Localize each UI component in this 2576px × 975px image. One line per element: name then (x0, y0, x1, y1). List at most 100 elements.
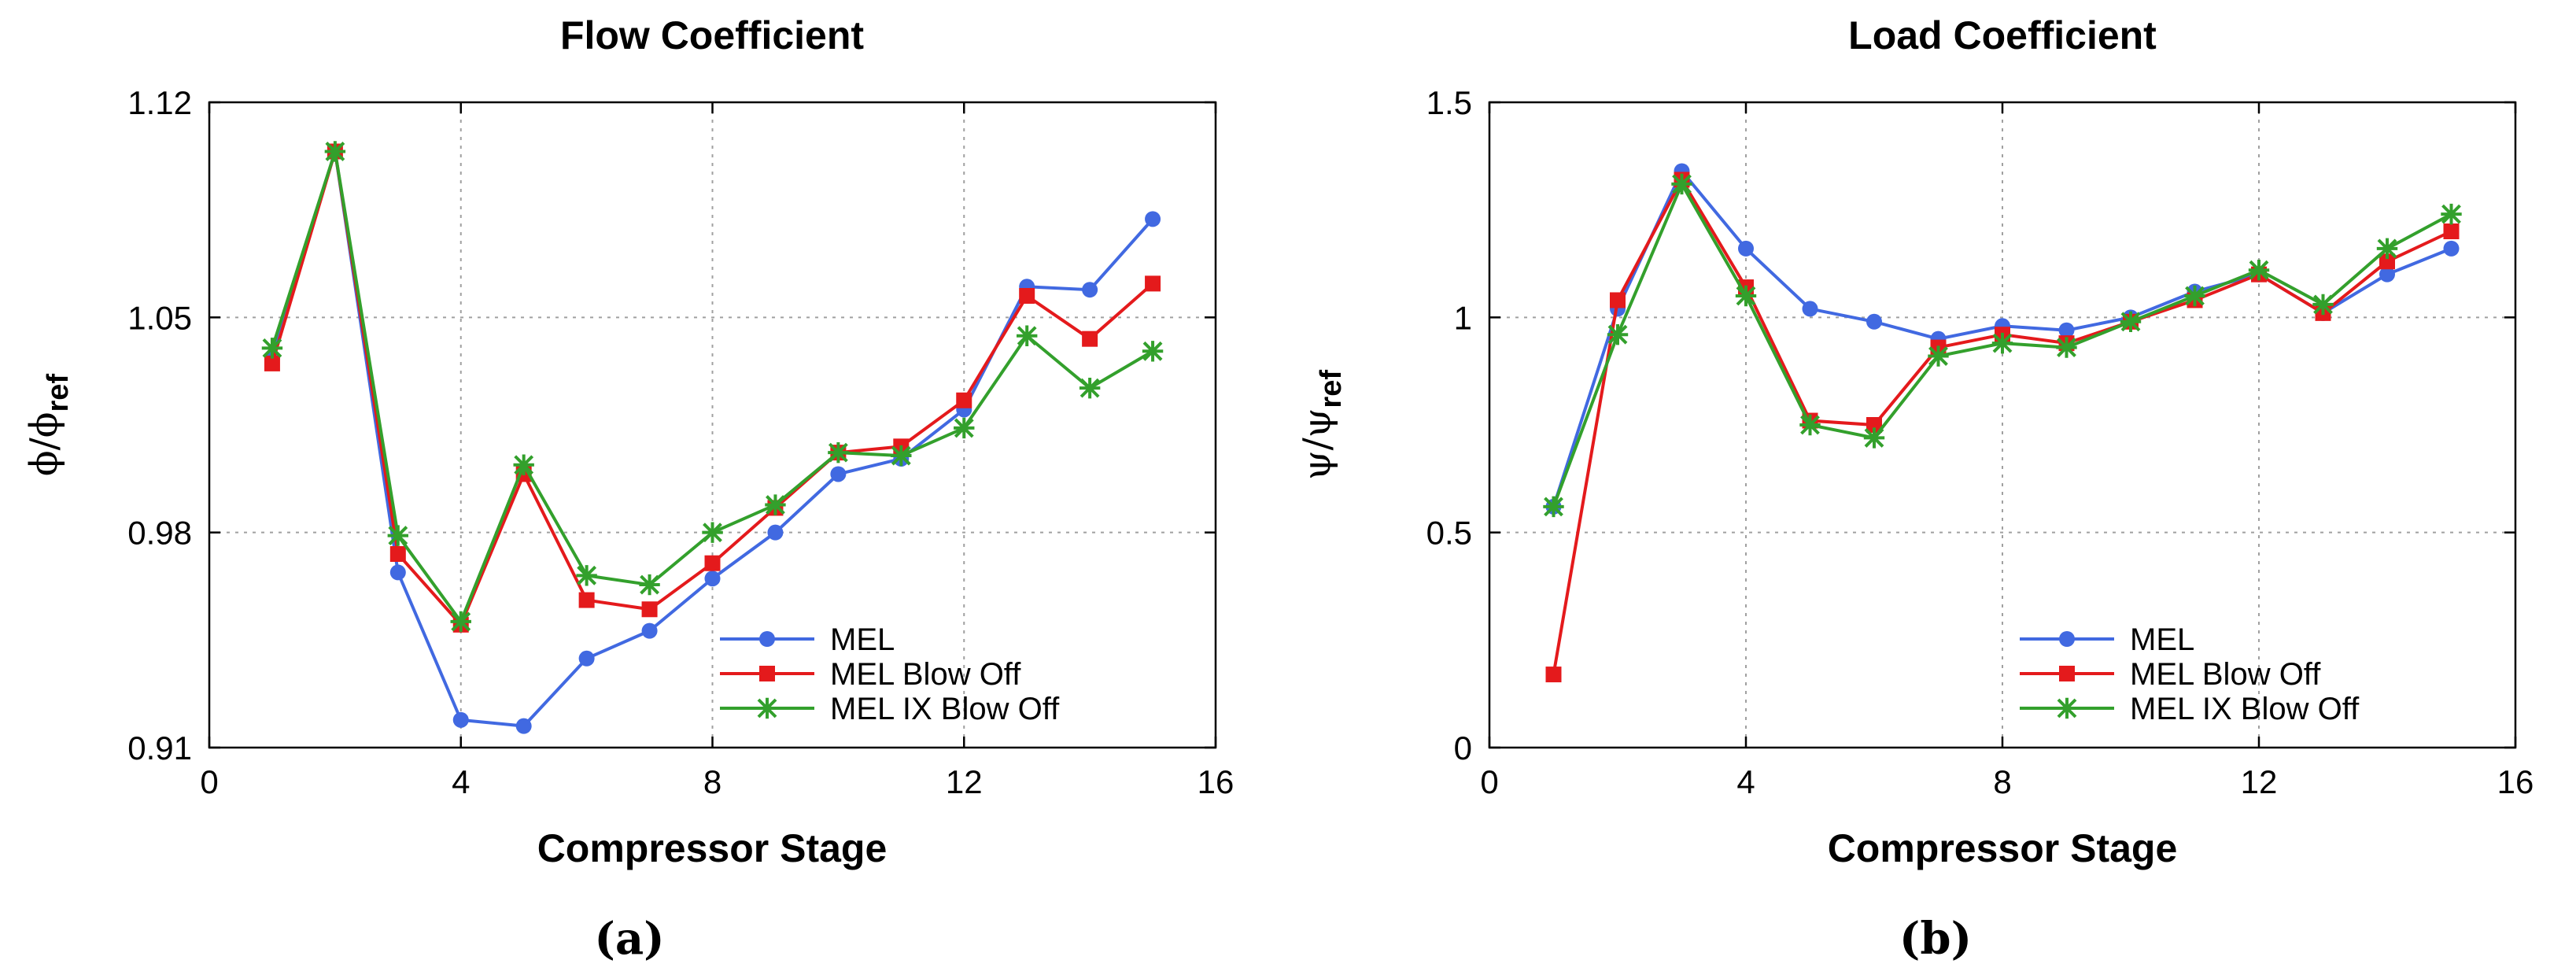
y-tick-label: 0 (1454, 729, 1472, 766)
data-point (1991, 332, 2013, 354)
data-point (2376, 238, 2398, 260)
data-point (1799, 414, 1821, 436)
x-tick-label: 4 (452, 763, 470, 800)
data-point (387, 525, 409, 546)
data-point (1610, 292, 1626, 308)
data-point (2441, 203, 2462, 225)
data-point (1145, 211, 1161, 227)
legend-label: MEL (830, 622, 895, 657)
y-tick-label: 1 (1454, 299, 1472, 336)
legend-marker (2059, 631, 2075, 647)
series-line (1552, 176, 2452, 675)
y-axis-label-subscript: ref (1315, 370, 1348, 408)
data-point (1735, 285, 1757, 307)
chart-load-coefficient: 0 4 8 12 16 0 0.5 1 1.5 Load Coefficient Compresso… (1295, 13, 2534, 965)
data-point (828, 441, 849, 463)
legend-label: MEL Blow Off (2130, 657, 2321, 692)
chart-title: Load Coefficient (1848, 13, 2157, 57)
data-point (704, 571, 721, 587)
data-point (1928, 345, 1949, 367)
data-point (765, 494, 786, 515)
legend-item: MEL Blow Off (2020, 657, 2321, 692)
data-point (1863, 427, 1885, 449)
y-axis-label: ϕ/ϕref (22, 374, 75, 477)
panel-caption: (a) (594, 913, 664, 965)
data-point (324, 141, 346, 162)
data-point (1671, 173, 1692, 195)
x-tick-label: 16 (1198, 763, 1234, 800)
legend-item: MEL IX Blow Off (720, 692, 1060, 726)
x-tick-label: 12 (946, 763, 983, 800)
data-point (704, 555, 721, 571)
x-axis-label: Compressor Stage (1828, 826, 2178, 870)
x-axis-label: Compressor Stage (537, 826, 888, 870)
data-point (264, 355, 280, 371)
data-point (2248, 260, 2270, 281)
data-point (2312, 294, 2334, 316)
y-tick-label: 0.98 (127, 515, 192, 552)
data-point (702, 522, 723, 543)
y-axis-label-subscript: ref (42, 374, 75, 412)
series-star (261, 141, 1164, 633)
data-point (515, 718, 532, 734)
data-point (2184, 285, 2205, 307)
y-tick-label: 1.12 (127, 84, 192, 121)
data-point (1738, 240, 1754, 257)
legend-item: MEL Blow Off (720, 657, 1021, 692)
data-point (1082, 331, 1098, 347)
data-point (1866, 417, 1882, 433)
data-point (1145, 275, 1161, 292)
data-point (2379, 253, 2395, 270)
legend-marker (756, 697, 778, 719)
data-point (1082, 282, 1098, 298)
data-point (2443, 223, 2460, 239)
x-tick-label: 0 (1480, 763, 1498, 800)
data-point (2379, 266, 2395, 283)
legend-marker (759, 666, 775, 681)
legend-marker (2056, 697, 2078, 719)
data-point (1142, 341, 1164, 362)
panel-caption: (b) (1899, 913, 1972, 965)
data-point (1019, 288, 1035, 304)
data-point (576, 565, 597, 586)
data-point (389, 546, 406, 562)
y-axis-label-main: ψ/ψ (1295, 408, 1339, 480)
data-point (767, 524, 784, 541)
legend-item: MEL (2020, 622, 2194, 657)
y-tick-label: 1.05 (127, 299, 192, 336)
legend-item: MEL (720, 622, 895, 657)
series-star (1543, 173, 2462, 518)
data-point (1545, 667, 1562, 683)
legend-label: MEL IX Blow Off (2130, 692, 2360, 726)
data-point (956, 392, 972, 408)
data-point (2120, 311, 2142, 332)
legend-item: MEL IX Blow Off (2020, 692, 2360, 726)
y-tick-label: 0.91 (127, 729, 192, 766)
legend-label: MEL IX Blow Off (830, 692, 1060, 726)
data-point (389, 564, 406, 581)
y-axis-label-main: ϕ/ϕ (22, 412, 66, 476)
data-point (1016, 325, 1038, 346)
data-point (1802, 301, 1818, 317)
data-point (452, 711, 469, 728)
x-tick-label: 16 (2497, 763, 2534, 800)
y-axis-label: ψ/ψref (1295, 370, 1348, 480)
chart-flow-coefficient: 0 4 8 12 16 0.91 0.98 1.05 1.12 Flow Coefficient C… (22, 13, 1234, 965)
legend-marker (759, 631, 775, 647)
data-point (641, 601, 658, 618)
data-point (639, 574, 660, 596)
x-tick-label: 8 (1993, 763, 2011, 800)
data-point (578, 650, 595, 667)
data-point (1607, 324, 1629, 345)
x-tick-label: 4 (1736, 763, 1755, 800)
data-point (2056, 337, 2077, 358)
data-point (641, 622, 658, 639)
data-point (830, 466, 847, 482)
data-point (513, 454, 534, 475)
data-point (578, 592, 595, 608)
data-point (1543, 496, 1564, 518)
y-tick-label: 1.5 (1426, 84, 1472, 121)
